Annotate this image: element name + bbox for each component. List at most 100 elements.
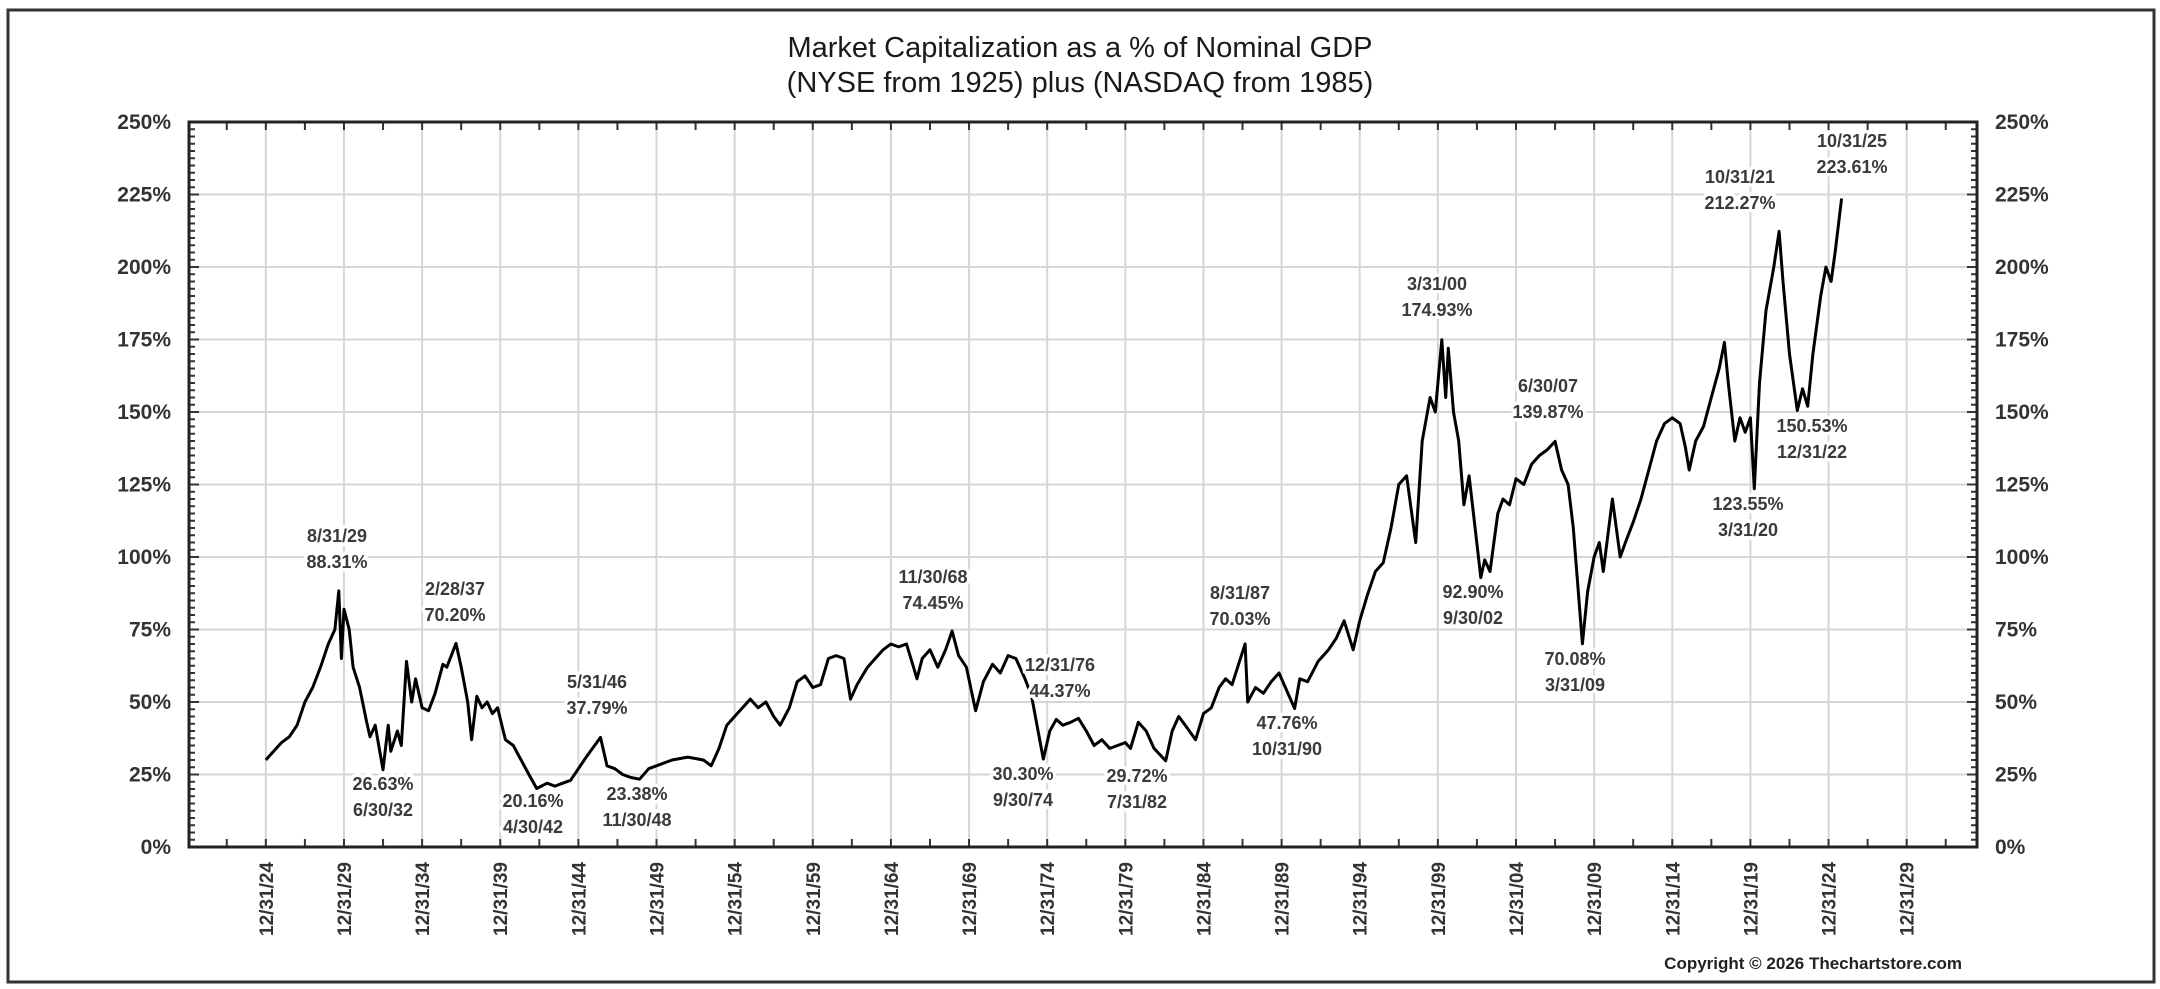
y-tick-label-left: 200% <box>117 256 171 279</box>
y-tick-label-left: 250% <box>117 111 171 134</box>
chart-subtitle: (NYSE from 1925) plus (NASDAQ from 1985) <box>787 67 1374 99</box>
annotation-line-2: 74.45% <box>902 593 963 613</box>
y-tick-label-left: 175% <box>117 329 171 352</box>
chart-title: Market Capitalization as a % of Nominal … <box>787 32 1372 64</box>
y-tick-label-right: 25% <box>1995 764 2037 787</box>
x-tick-label: 12/31/24 <box>1820 862 1841 936</box>
annotation-label: 3/31/00 174.93% <box>1398 271 1476 324</box>
annotation-line-1: 47.76% <box>1256 713 1317 733</box>
annotation-line-1: 123.55% <box>1712 494 1783 514</box>
x-tick-label: 12/31/14 <box>1663 862 1684 936</box>
x-tick-label: 12/31/84 <box>1194 862 1215 936</box>
x-tick-label: 12/31/69 <box>960 862 981 936</box>
annotation-label: 92.90% 9/30/02 <box>1439 579 1507 632</box>
x-tick-label: 12/31/34 <box>413 862 434 936</box>
y-tick-label-left: 75% <box>129 619 171 642</box>
x-tick-label: 12/31/49 <box>648 862 669 936</box>
y-tick-label-left: 100% <box>117 546 171 569</box>
annotation-label: 70.08% 3/31/09 <box>1541 646 1609 699</box>
y-tick-label-left: 0% <box>141 836 172 859</box>
annotation-line-1: 12/31/76 <box>1025 655 1095 675</box>
annotation-line-2: 70.20% <box>424 605 485 625</box>
x-tick-label: 12/31/19 <box>1741 862 1762 936</box>
y-tick-label-right: 125% <box>1995 474 2049 497</box>
annotation-line-1: 8/31/87 <box>1210 583 1270 603</box>
annotation-line-1: 70.08% <box>1544 649 1605 669</box>
y-tick-label-left: 125% <box>117 474 171 497</box>
annotation-label: 10/31/21 212.27% <box>1701 164 1779 217</box>
x-tick-label: 12/31/39 <box>491 862 512 936</box>
outer-frame <box>6 8 2156 984</box>
y-tick-label-right: 75% <box>1995 619 2037 642</box>
annotation-line-1: 20.16% <box>502 791 563 811</box>
annotation-label: 30.30% 9/30/74 <box>989 761 1057 814</box>
copyright-text: Copyright © 2026 Thechartstore.com <box>1664 954 1962 973</box>
annotation-label: 8/31/87 70.03% <box>1206 580 1274 633</box>
y-tick-label-right: 175% <box>1995 329 2049 352</box>
y-tick-label-left: 50% <box>129 691 171 714</box>
x-tick-label: 12/31/09 <box>1585 862 1606 936</box>
annotation-label: 20.16% 4/30/42 <box>499 788 567 841</box>
y-tick-label-right: 200% <box>1995 256 2049 279</box>
annotation-label: 10/31/25 223.61% <box>1813 128 1891 181</box>
annotation-line-2: 3/31/09 <box>1545 675 1605 695</box>
annotation-label: 29.72% 7/31/82 <box>1103 763 1171 816</box>
annotation-label: 26.63% 6/30/32 <box>349 771 417 824</box>
annotation-line-2: 7/31/82 <box>1107 792 1167 812</box>
annotation-line-2: 9/30/74 <box>993 790 1053 810</box>
x-tick-label: 12/31/64 <box>882 862 903 936</box>
annotation-label: 150.53% 12/31/22 <box>1773 413 1851 466</box>
x-axis-labels: 12/31/24 12/31/29 12/31/34 12/31/39 12/31/44… <box>257 862 1919 936</box>
x-tick-label: 12/31/59 <box>804 862 825 936</box>
x-tick-label: 12/31/29 <box>335 862 356 936</box>
y-tick-label-right: 250% <box>1995 111 2049 134</box>
x-tick-label: 12/31/99 <box>1429 862 1450 936</box>
annotation-label: 11/30/68 74.45% <box>895 564 971 617</box>
annotation-line-2: 12/31/22 <box>1777 442 1847 462</box>
annotation-line-2: 223.61% <box>1816 157 1887 177</box>
annotation-line-2: 70.03% <box>1209 609 1270 629</box>
y-tick-label-right: 100% <box>1995 546 2049 569</box>
annotation-line-1: 11/30/68 <box>898 567 967 587</box>
annotation-line-2: 10/31/90 <box>1252 739 1322 759</box>
annotation-line-1: 3/31/00 <box>1407 274 1467 294</box>
annotation-line-1: 30.30% <box>992 764 1053 784</box>
annotation-line-2: 6/30/32 <box>353 800 413 820</box>
annotation-line-1: 10/31/25 <box>1817 131 1887 151</box>
series-line-market-cap <box>264 198 1844 790</box>
annotation-label: 2/28/37 70.20% <box>421 576 489 629</box>
x-tick-label: 12/31/79 <box>1116 862 1137 936</box>
annotation-line-1: 8/31/29 <box>307 526 367 546</box>
annotation-line-2: 88.31% <box>306 552 367 572</box>
x-tick-label: 12/31/04 <box>1507 862 1528 936</box>
annotation-line-1: 150.53% <box>1776 416 1847 436</box>
x-tick-label: 12/31/54 <box>726 862 747 936</box>
plot-area-border <box>187 120 1979 849</box>
annotation-line-1: 26.63% <box>352 774 413 794</box>
annotations: 8/31/2988.31%26.63%6/30/322/28/3770.20%2… <box>303 128 1891 841</box>
annotation-line-2: 37.79% <box>566 698 627 718</box>
annotation-line-2: 9/30/02 <box>1443 608 1503 628</box>
annotation-label: 123.55% 3/31/20 <box>1709 491 1787 544</box>
x-tick-label: 12/31/89 <box>1273 862 1294 936</box>
annotation-line-1: 23.38% <box>606 784 667 804</box>
y-tick-label-right: 225% <box>1995 184 2049 207</box>
y-tick-label-right: 150% <box>1995 401 2049 424</box>
gridlines <box>189 122 1977 847</box>
annotation-line-1: 6/30/07 <box>1518 376 1578 396</box>
annotation-line-2: 174.93% <box>1401 300 1472 320</box>
x-tick-label: 12/31/29 <box>1898 862 1919 936</box>
x-tick-label: 12/31/44 <box>569 862 590 936</box>
annotation-label: 47.76% 10/31/90 <box>1248 710 1325 763</box>
annotation-line-1: 92.90% <box>1442 582 1503 602</box>
y-axis-labels: 0% 0% 25% 25% 50% 50% 75% 75% 100% 100% 125% 125% 15… <box>117 111 2049 859</box>
annotation-label: 6/30/07 139.87% <box>1509 373 1587 426</box>
annotation-label: 5/31/46 37.79% <box>563 669 631 722</box>
annotation-label: 12/31/76 44.37% <box>1021 652 1098 705</box>
annotation-label: 23.38% 11/30/48 <box>599 781 675 834</box>
annotation-line-2: 139.87% <box>1512 402 1583 422</box>
x-tick-label: 12/31/24 <box>257 862 278 936</box>
annotation-line-2: 44.37% <box>1029 681 1090 701</box>
annotation-line-1: 5/31/46 <box>567 672 627 692</box>
annotation-line-1: 2/28/37 <box>425 579 485 599</box>
